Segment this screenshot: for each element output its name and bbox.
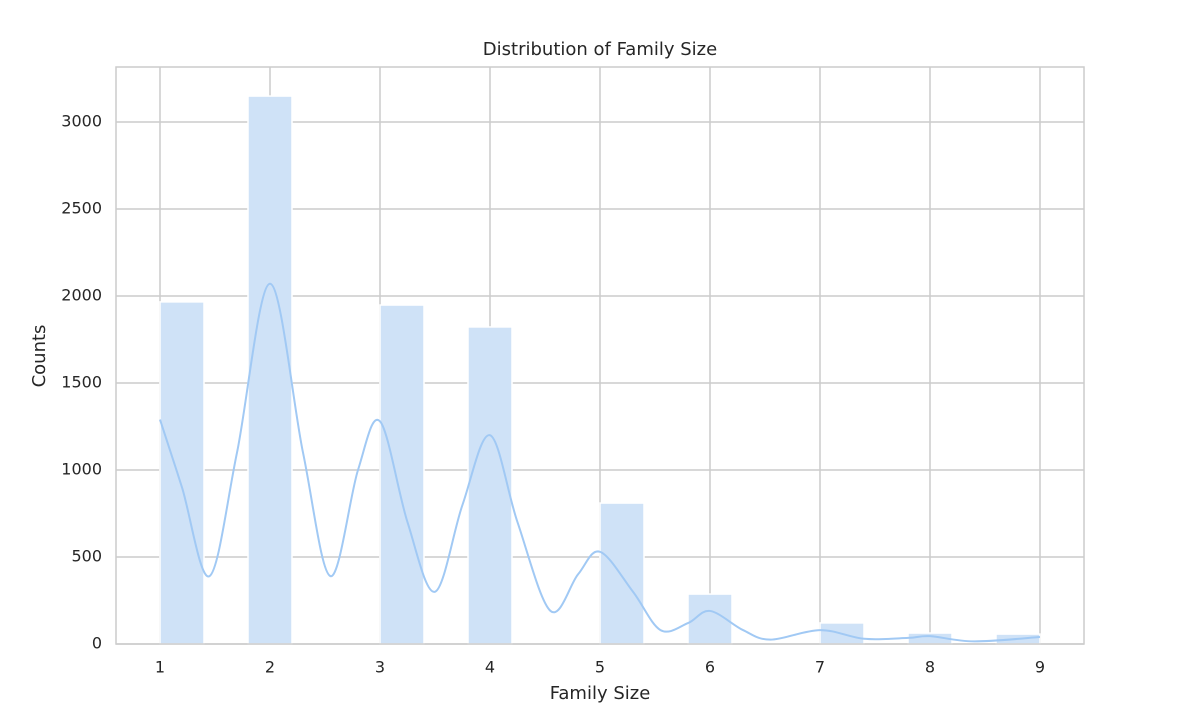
- x-tick-label: 2: [265, 658, 275, 677]
- x-tick-label: 5: [595, 658, 605, 677]
- x-axis-label: Family Size: [550, 683, 651, 704]
- bar: [599, 502, 645, 645]
- chart-title: Distribution of Family Size: [483, 39, 717, 60]
- y-axis-label: Counts: [29, 325, 50, 388]
- bar: [159, 301, 205, 645]
- x-tick-label: 6: [705, 658, 715, 677]
- y-tick-label: 1000: [61, 459, 102, 478]
- x-tick-label: 4: [485, 658, 495, 677]
- bar: [247, 95, 293, 645]
- plot-frame: [115, 66, 1085, 645]
- x-tick-label: 9: [1035, 658, 1045, 677]
- kde-line: [159, 282, 1041, 643]
- x-tick-label: 3: [375, 658, 385, 677]
- bar: [467, 326, 513, 645]
- bar: [379, 304, 425, 645]
- y-tick-label: 500: [71, 546, 102, 565]
- lines: [159, 282, 1041, 643]
- x-tick-label: 8: [925, 658, 935, 677]
- x-tick-label: 7: [815, 658, 825, 677]
- x-tick-label: 1: [155, 658, 165, 677]
- y-tick-label: 2500: [61, 198, 102, 217]
- y-tick-label: 2000: [61, 285, 102, 304]
- y-tick-label: 0: [92, 634, 102, 653]
- y-tick-label: 3000: [61, 111, 102, 130]
- y-tick-label: 1500: [61, 372, 102, 391]
